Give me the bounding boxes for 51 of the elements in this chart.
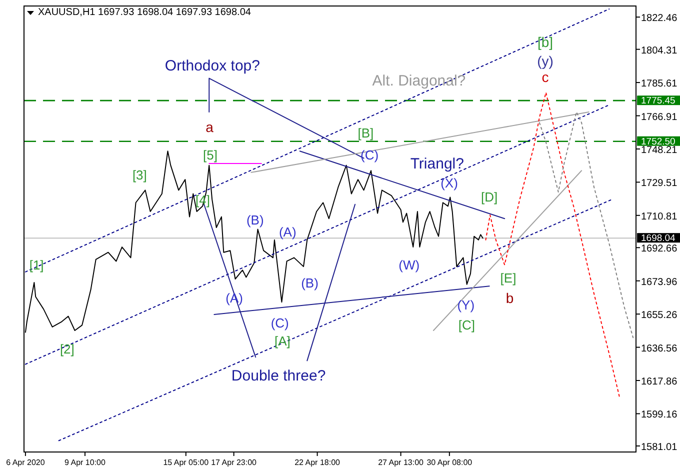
annotation: [A] — [274, 334, 290, 349]
annotation: [E] — [500, 270, 516, 286]
annotation: (y) — [537, 52, 554, 69]
y-tick-label: 1617.86 — [641, 376, 678, 388]
annotation: [D] — [481, 190, 498, 205]
x-tick-label: 17 Apr 23:00 — [211, 458, 258, 467]
annotation: (Y) — [457, 298, 475, 313]
annotation: (A) — [278, 224, 296, 240]
y-tick-label: 1599.16 — [641, 410, 678, 421]
annotation: (B) — [246, 212, 264, 228]
x-tick-label: 9 Apr 10:00 — [64, 458, 106, 467]
y-tick-label: 1729.51 — [641, 178, 678, 190]
y-tick-label: 1655.26 — [641, 310, 678, 322]
annotation: (C) — [360, 148, 379, 163]
y-tick-label: 1710.81 — [641, 211, 678, 222]
y-tick-label: 1785.61 — [641, 78, 678, 90]
x-tick-label: 30 Apr 08:00 — [426, 458, 473, 467]
ref-line-label: 1698.04 — [641, 233, 676, 244]
annotation: (X) — [440, 176, 458, 191]
annotation: (C) — [270, 316, 289, 331]
x-tick-label: 27 Apr 13:00 — [378, 458, 424, 467]
y-tick-label: 1636.56 — [641, 343, 678, 354]
annotation: Double three? — [231, 367, 326, 384]
annotation: a — [206, 118, 214, 135]
annotation: [C] — [458, 318, 475, 333]
annotation: (B) — [301, 276, 318, 291]
annotation: [1] — [29, 258, 44, 273]
y-tick-label: 1692.66 — [641, 244, 678, 255]
x-tick-label: 22 Apr 18:00 — [294, 458, 341, 467]
annotation: [2] — [60, 342, 74, 357]
y-tick-label: 1673.96 — [641, 276, 678, 288]
annotation: Triangl? — [410, 155, 464, 172]
y-tick-label: 1748.21 — [641, 144, 678, 156]
annotation: [B] — [358, 126, 374, 141]
x-tick-label: 6 Apr 2020 — [6, 458, 46, 467]
line-series — [538, 112, 634, 338]
annotation: (W) — [398, 258, 420, 273]
annotation: c — [542, 68, 549, 85]
y-tick-label: 1581.01 — [641, 442, 678, 453]
chart-title: XAUUSD,H1 1697.93 1698.04 1697.93 1698.04 — [38, 7, 252, 18]
x-tick-label: 15 Apr 05:00 — [163, 458, 210, 467]
annotation: [3] — [132, 168, 147, 183]
annotation: [b] — [537, 34, 554, 50]
ref-line-label: 1775.45 — [641, 96, 676, 107]
annotation: b — [506, 290, 514, 306]
ref-line-label: 1752.50 — [641, 136, 676, 148]
annotation: [5] — [202, 148, 218, 163]
y-tick-label: 1766.91 — [641, 112, 678, 123]
annotation: Orthodox top? — [164, 57, 260, 74]
y-tick-label: 1822.46 — [641, 13, 678, 24]
y-tick-label: 1804.31 — [641, 45, 678, 56]
